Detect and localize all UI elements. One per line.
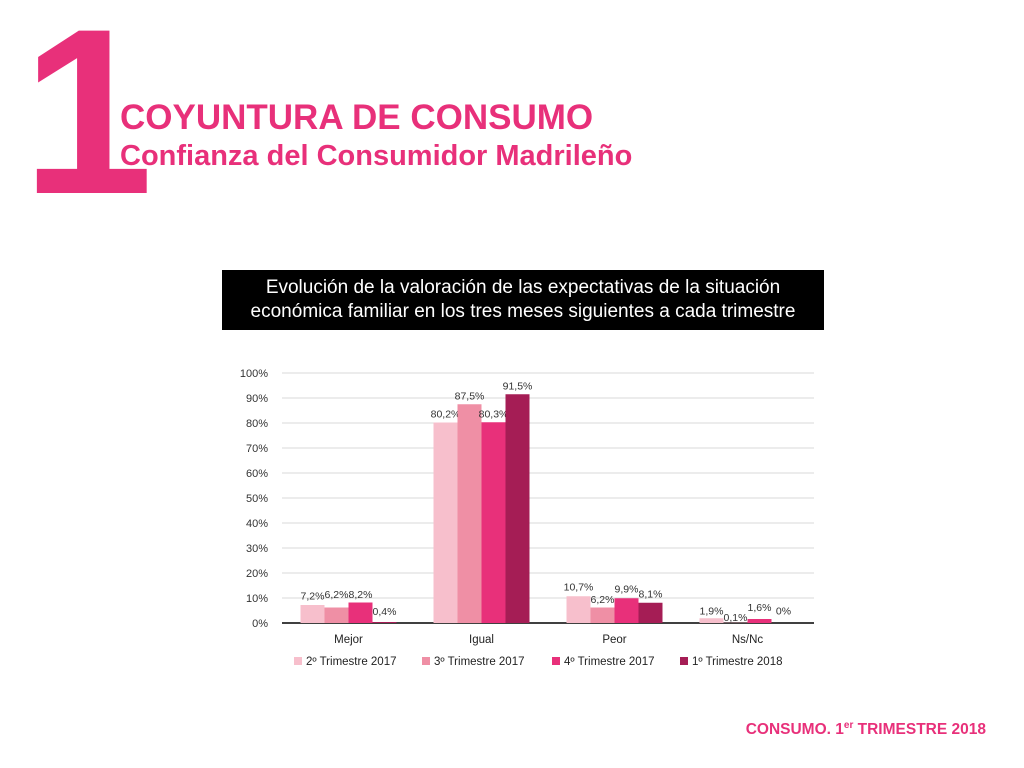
legend-label: 2º Trimestre 2017 <box>306 656 397 668</box>
bar <box>372 622 397 623</box>
footer-text-after: TRIMESTRE 2018 <box>853 721 986 738</box>
legend-label: 1º Trimestre 2018 <box>692 656 783 668</box>
y-tick-label: 0% <box>252 618 268 630</box>
y-tick-label: 80% <box>246 418 268 430</box>
chart-title-line-2: económica familiar en los tres meses sig… <box>250 301 796 322</box>
data-label: 8,1% <box>639 589 663 601</box>
legend-swatch <box>552 657 560 665</box>
page-subtitle: Confianza del Consumidor Madrileño <box>120 140 633 172</box>
y-tick-label: 50% <box>246 493 268 505</box>
bar <box>614 598 639 623</box>
x-tick-label: Mejor <box>334 634 363 646</box>
data-label: 0,1% <box>724 612 748 624</box>
data-label: 9,9% <box>615 584 639 596</box>
bar <box>481 422 506 623</box>
data-label: 91,5% <box>503 380 533 392</box>
bar <box>324 607 349 623</box>
bar <box>566 596 591 623</box>
bar <box>300 605 325 623</box>
bar <box>747 619 772 623</box>
data-label: 7,2% <box>301 591 325 603</box>
data-label: 1,6% <box>748 602 772 614</box>
legend-swatch <box>294 657 302 665</box>
footer-text-before: CONSUMO. 1 <box>745 721 844 738</box>
y-tick-label: 10% <box>246 593 268 605</box>
data-label: 6,2% <box>325 589 349 601</box>
legend-label: 4º Trimestre 2017 <box>564 656 655 668</box>
footer-superscript: er <box>843 720 854 731</box>
section-number: 1 <box>22 0 153 244</box>
y-tick-label: 70% <box>246 443 268 455</box>
y-tick-label: 20% <box>246 568 268 580</box>
y-tick-label: 40% <box>246 518 268 530</box>
data-label: 87,5% <box>455 390 485 402</box>
chart-title-banner: Evolución de la valoración de las expect… <box>222 270 824 330</box>
data-label: 10,7% <box>564 582 594 594</box>
bar <box>590 607 615 623</box>
bar <box>348 602 373 623</box>
data-label: 80,2% <box>431 409 461 421</box>
x-tick-label: Ns/Nc <box>732 634 764 646</box>
bar <box>457 404 482 623</box>
y-tick-label: 90% <box>246 393 268 405</box>
data-label: 6,2% <box>591 594 615 606</box>
y-tick-label: 30% <box>246 543 268 555</box>
legend-label: 3º Trimestre 2017 <box>434 656 525 668</box>
footer-label: CONSUMO. 1er TRIMESTRE 2018 <box>746 720 986 739</box>
x-tick-label: Peor <box>602 634 626 646</box>
data-label: 80,3% <box>479 409 509 421</box>
y-tick-label: 100% <box>240 368 268 380</box>
y-tick-label: 60% <box>246 468 268 480</box>
data-label: 1,9% <box>700 606 724 618</box>
bar <box>638 602 663 623</box>
bar <box>505 394 530 623</box>
data-label: 0,4% <box>373 606 397 618</box>
bar-chart: 0%10%20%30%40%50%60%70%80%90%100%7,2% 6,2… <box>240 368 814 668</box>
legend-swatch <box>680 657 688 665</box>
x-tick-label: Igual <box>469 634 494 646</box>
page-title: COYUNTURA DE CONSUMO <box>120 98 594 137</box>
chart-title-line-1: Evolución de la valoración de las expect… <box>265 277 781 298</box>
legend-swatch <box>422 657 430 665</box>
chart-container: 0% 10% 20% 30% 40% 50% 60% 70% 80% 90% 100% 7,2% 6,2… <box>220 358 830 688</box>
data-label: 0% <box>776 606 791 618</box>
data-label: 8,2% <box>349 589 373 601</box>
bar <box>433 422 458 623</box>
bar <box>699 618 724 623</box>
